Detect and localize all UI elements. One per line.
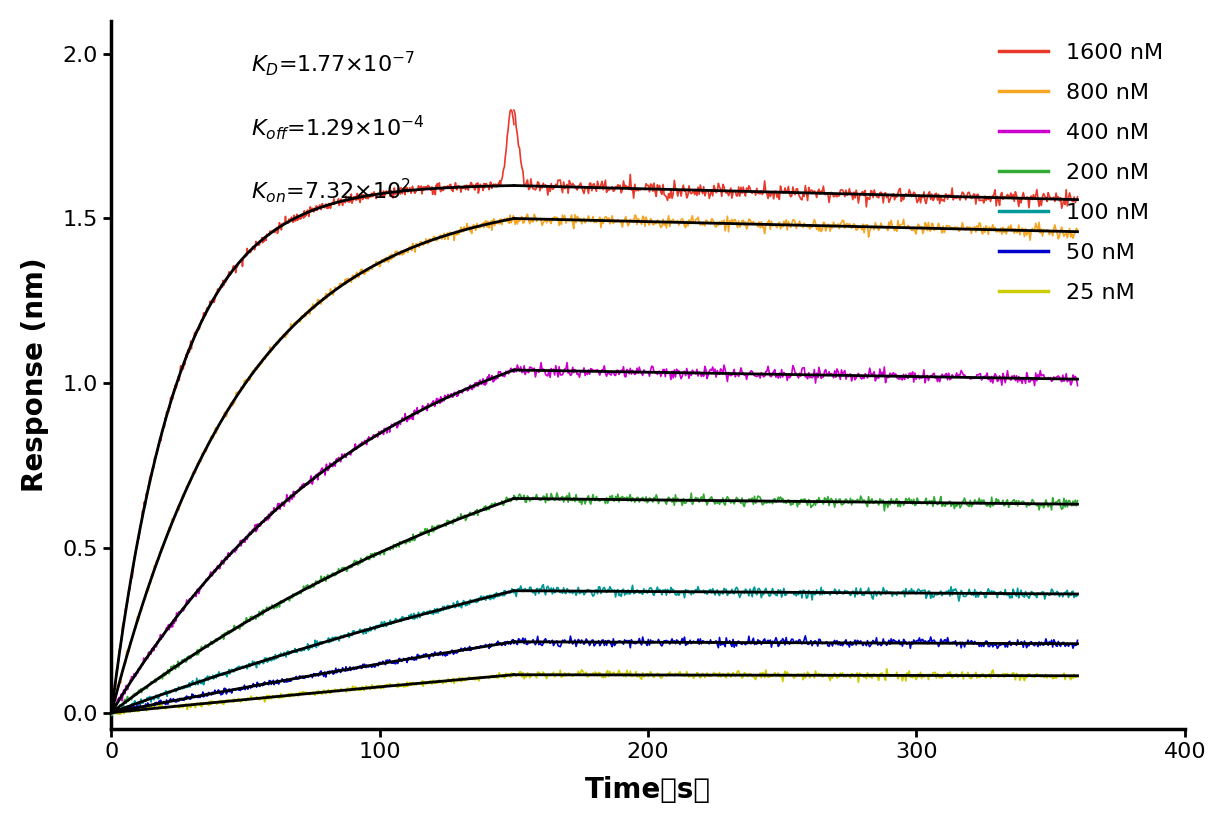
- Legend: 1600 nM, 800 nM, 400 nM, 200 nM, 100 nM, 50 nM, 25 nM: 1600 nM, 800 nM, 400 nM, 200 nM, 100 nM,…: [988, 32, 1174, 314]
- Text: $K_{on}$=7.32×10$^{2}$: $K_{on}$=7.32×10$^{2}$: [252, 177, 411, 205]
- Text: $K_D$=1.77×10$^{-7}$: $K_D$=1.77×10$^{-7}$: [252, 50, 415, 78]
- X-axis label: Time（s）: Time（s）: [585, 776, 712, 804]
- Text: $K_{off}$=1.29×10$^{-4}$: $K_{off}$=1.29×10$^{-4}$: [252, 113, 425, 142]
- Y-axis label: Response (nm): Response (nm): [21, 257, 49, 493]
